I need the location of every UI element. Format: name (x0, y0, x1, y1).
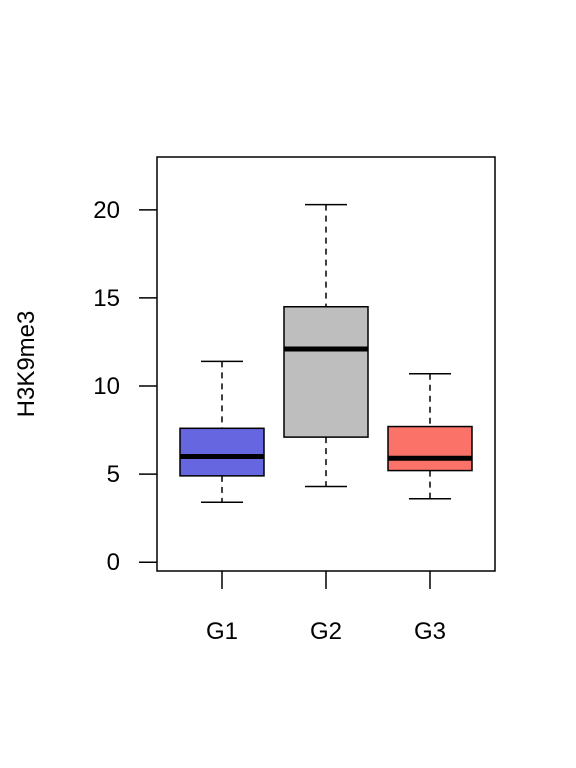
y-tick-label: 0 (107, 549, 120, 576)
iqr-box (179, 427, 265, 477)
y-tick-label: 5 (107, 461, 120, 488)
x-axis: G1 G2 G3 (206, 571, 446, 645)
y-tick-label: 10 (93, 373, 120, 400)
y-tick-label: 20 (93, 197, 120, 224)
box-g1 (179, 360, 265, 504)
y-tick-label: 15 (93, 285, 120, 312)
x-tick-label: G1 (206, 618, 238, 645)
box-g3 (387, 372, 473, 500)
iqr-box (283, 305, 369, 438)
box-g2 (283, 203, 369, 488)
boxes-group (179, 203, 473, 504)
x-tick-label: G2 (310, 618, 342, 645)
y-axis-title: H3K9me3 (13, 311, 40, 418)
x-tick-label: G3 (414, 618, 446, 645)
iqr-box (387, 425, 473, 472)
y-axis: 0 5 10 15 20 (93, 197, 157, 576)
